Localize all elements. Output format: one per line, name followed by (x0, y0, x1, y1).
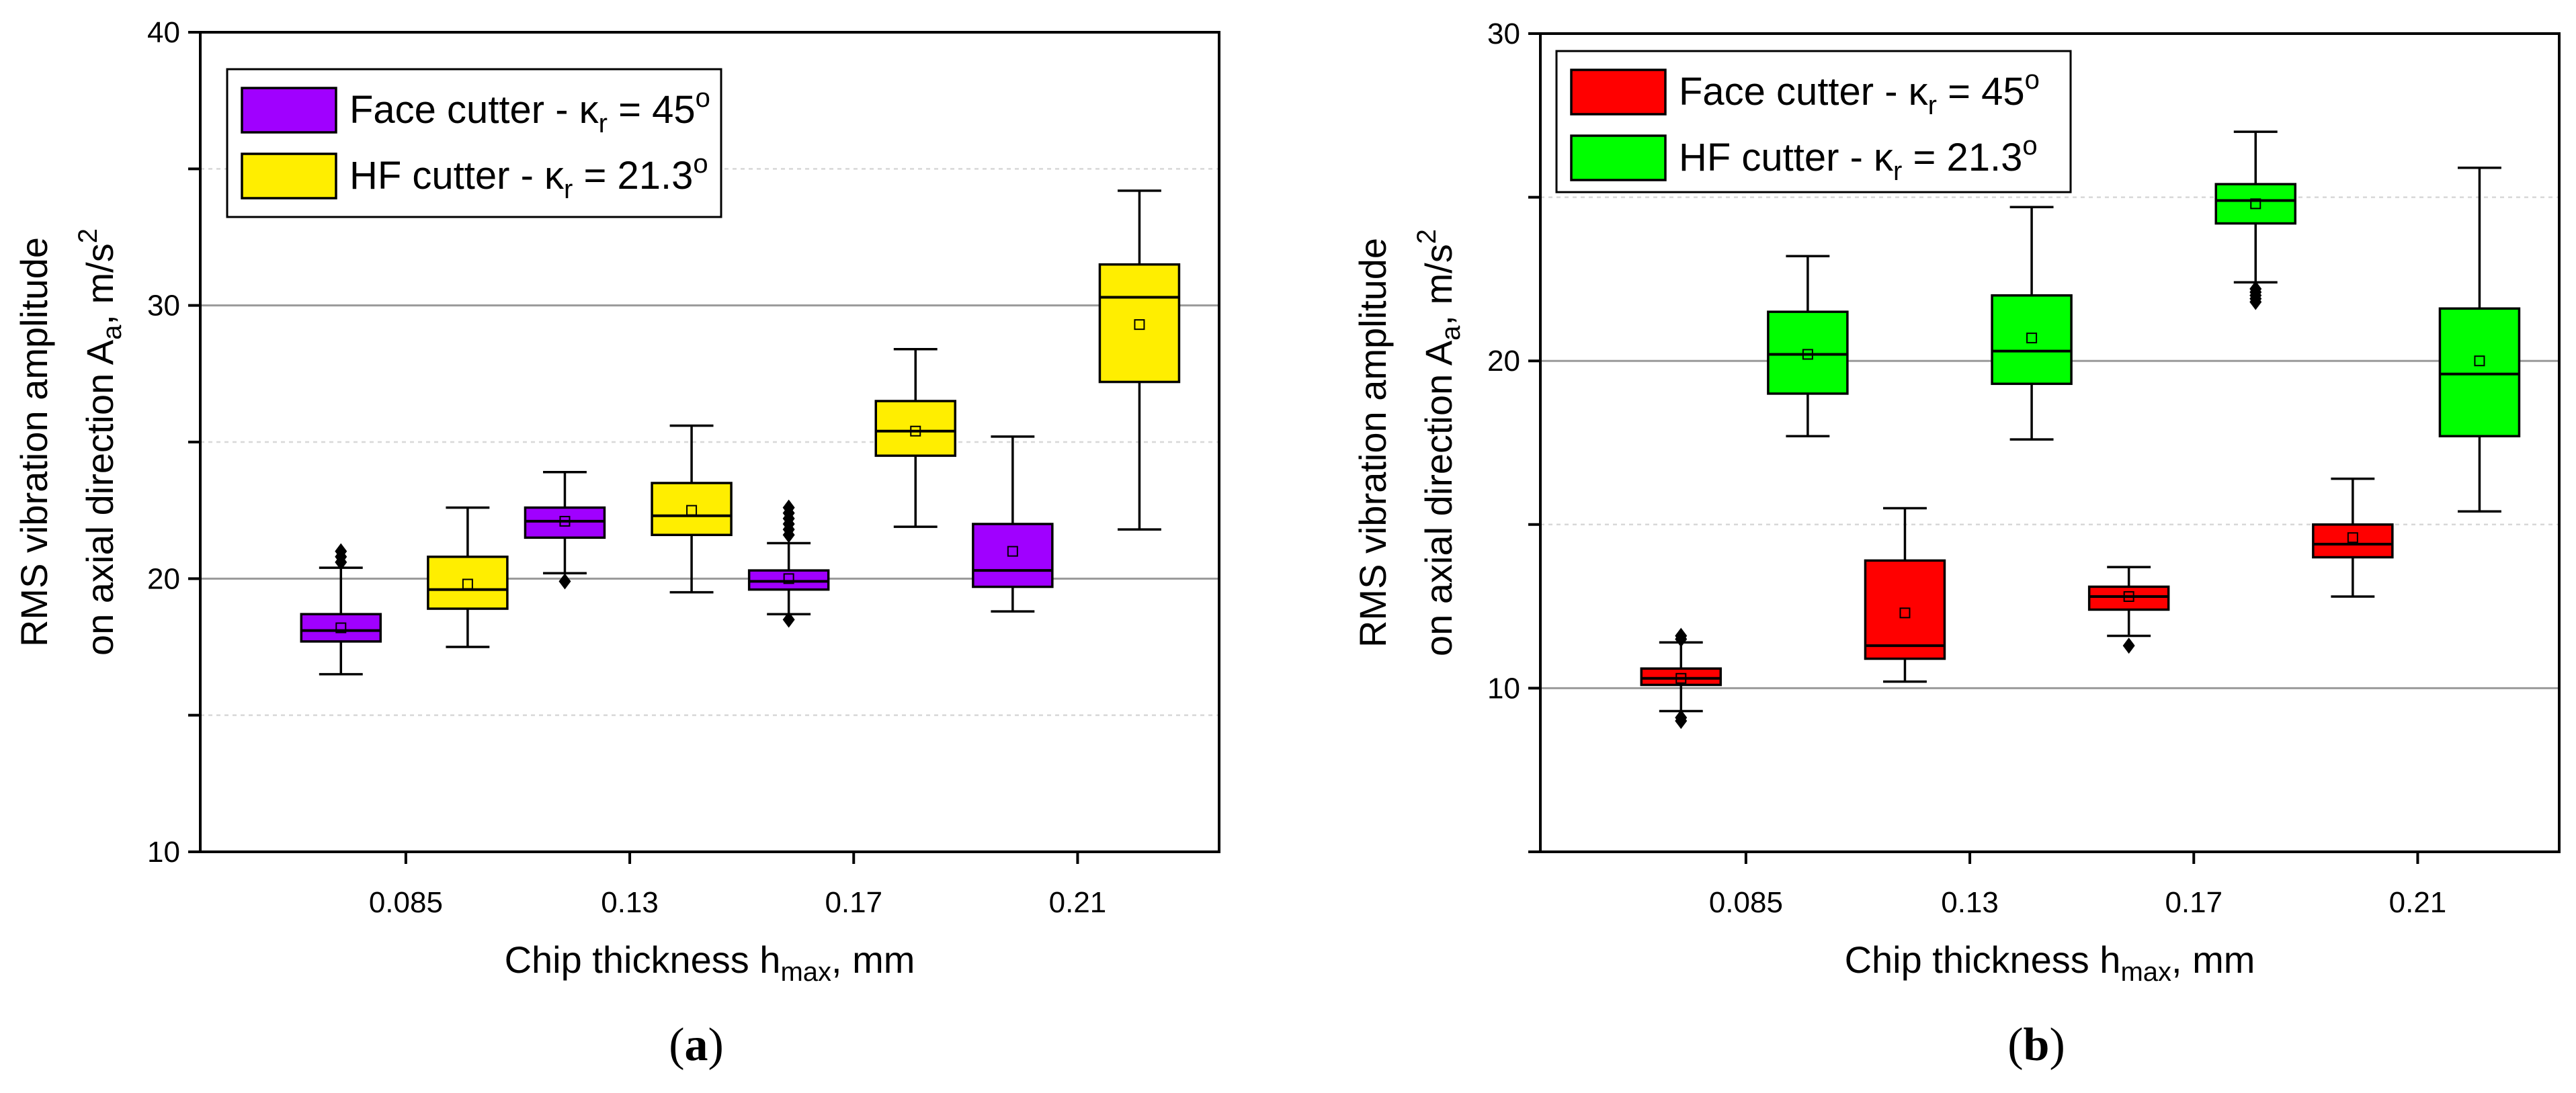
legend-swatch (241, 152, 337, 200)
mean-marker (2474, 355, 2485, 367)
plot-frame (1539, 32, 2561, 853)
mean-marker (2123, 591, 2134, 602)
y-tick-label: 30 (1487, 17, 1520, 50)
box-hf-cutter-0.21 (2438, 167, 2521, 513)
mean-marker (783, 573, 794, 584)
box-hf-cutter-0.13 (651, 424, 733, 594)
box-body (2214, 183, 2297, 225)
panel-a: 10 20 30 40 0.085 0.13 0.17 0.21 Face cutter - κ… (13, 16, 1220, 1071)
outlier-point (782, 499, 795, 516)
box-body (300, 613, 382, 643)
box-face-cutter-0.085 (1640, 627, 1722, 730)
y-tick-label: 40 (147, 16, 180, 49)
legend-label: Face cutter - κr = 45o (1679, 65, 2040, 120)
panel-b: 10 20 30 0.085 0.13 0.17 0.21 Face cutter - κr … (1352, 17, 2561, 1071)
mean-marker (686, 505, 698, 516)
legend: Face cutter - κr = 45o HF cutter - κr = 2… (1555, 50, 2072, 193)
mean-marker (462, 578, 473, 590)
legend: Face cutter - κr = 45o HF cutter - κr = 2… (226, 68, 722, 218)
box-body (2087, 585, 2170, 611)
box-body (524, 506, 606, 539)
x-tick-label: 0.13 (1941, 886, 1999, 919)
box-body (2438, 307, 2521, 438)
outlier-point (2249, 281, 2262, 298)
box-hf-cutter-0.17 (2214, 130, 2297, 310)
box-body (874, 400, 957, 457)
mean-marker (1802, 349, 1813, 360)
mean-marker (1675, 672, 1687, 684)
legend-label: Face cutter - κr = 45o (349, 83, 710, 138)
outlier-point (1675, 709, 1688, 726)
box-face-cutter-0.21 (2312, 477, 2394, 598)
y-axis-title-line1: RMS vibration amplitude (13, 237, 55, 647)
x-tick-label: 0.13 (601, 886, 659, 919)
box-hf-cutter-0.085 (1767, 255, 1849, 438)
outlier-point (1675, 631, 1688, 648)
box-hf-cutter-0.21 (1098, 189, 1181, 531)
box-face-cutter-0.13 (524, 470, 606, 590)
outlier-point (2122, 638, 2135, 654)
mean-marker (2026, 333, 2038, 344)
outlier-point (335, 543, 347, 560)
legend-swatch (241, 87, 337, 134)
y-tick-label: 20 (1487, 345, 1520, 378)
x-tick-label: 0.17 (2165, 886, 2222, 919)
mean-marker (910, 425, 921, 437)
outlier-point (558, 573, 571, 590)
box-body (747, 569, 830, 591)
y-axis-title-line1: RMS vibration amplitude (1352, 238, 1394, 648)
mean-marker (559, 515, 571, 527)
box-body (1098, 263, 1181, 384)
y-axis-title-line2: on axial direction Aa, m/s2 (73, 228, 127, 656)
box-face-cutter-0.17 (747, 499, 830, 628)
y-tick-label: 20 (147, 562, 180, 595)
mean-marker (2347, 532, 2358, 543)
y-axis-title-line2: on axial direction Aa, m/s2 (1412, 229, 1466, 656)
y-tick-label: 30 (147, 290, 180, 322)
box-face-cutter-0.085 (300, 543, 382, 676)
x-tick-label: 0.17 (825, 886, 882, 919)
mean-marker (1134, 319, 1145, 331)
x-tick-label: 0.085 (369, 886, 443, 919)
box-body (427, 556, 509, 610)
box-face-cutter-0.17 (2087, 566, 2170, 654)
x-axis-title: Chip thickness hmax, mm (505, 938, 915, 987)
mean-marker (335, 622, 347, 633)
box-body (1991, 294, 2073, 386)
box-body (1864, 559, 1946, 660)
box-body (2312, 523, 2394, 559)
legend-swatch (1570, 134, 1667, 181)
x-tick-label: 0.21 (2389, 886, 2447, 919)
x-axis-title: Chip thickness hmax, mm (1845, 938, 2255, 987)
y-tick-label: 10 (1487, 672, 1520, 705)
outlier-point (782, 611, 795, 628)
box-hf-cutter-0.085 (427, 506, 509, 648)
box-hf-cutter-0.17 (874, 347, 957, 528)
panel-label: (a) (669, 1019, 724, 1071)
x-tick-label: 0.085 (1709, 886, 1783, 919)
x-tick-label: 0.21 (1049, 886, 1107, 919)
y-tick-label: 10 (147, 836, 180, 869)
box-body (1640, 667, 1722, 687)
box-body (1767, 310, 1849, 395)
mean-marker (1007, 545, 1018, 557)
box-face-cutter-0.13 (1864, 507, 1946, 683)
legend-label: HF cutter - κr = 21.3o (1679, 131, 2038, 186)
box-body (651, 482, 733, 537)
legend-swatch (1570, 69, 1667, 116)
legend-label: HF cutter - κr = 21.3o (349, 149, 708, 204)
mean-marker (2250, 198, 2261, 210)
mean-marker (1899, 607, 1911, 619)
box-face-cutter-0.21 (972, 435, 1054, 613)
panel-label: (b) (2007, 1019, 2065, 1071)
box-hf-cutter-0.13 (1991, 206, 2073, 441)
